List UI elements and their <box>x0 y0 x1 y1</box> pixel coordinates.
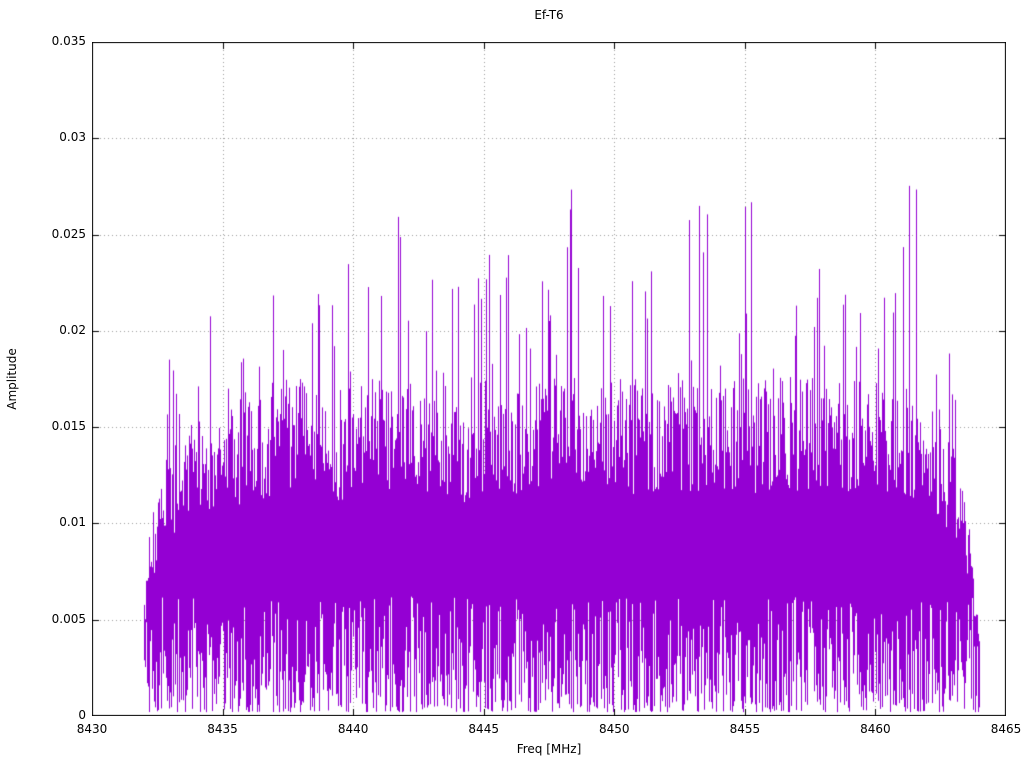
y-tick-label: 0.005 <box>51 611 86 626</box>
plot-canvas <box>92 42 1006 716</box>
y-axis-title: Amplitude <box>5 348 19 410</box>
x-tick-label: 8430 <box>76 722 108 736</box>
y-tick-label: 0.01 <box>59 515 86 530</box>
x-axis-title: Freq [MHz] <box>516 742 582 756</box>
x-tick-label: 8445 <box>468 722 499 736</box>
x-tick-label: 8440 <box>337 722 369 736</box>
y-tick-label: 0.025 <box>51 226 86 241</box>
x-tick-label: 8465 <box>990 722 1022 736</box>
y-tick-label: 0.02 <box>59 322 86 337</box>
y-tick-label: 0.015 <box>51 419 86 434</box>
y-tick-label: 0.035 <box>51 34 86 48</box>
x-tick-label: 8460 <box>860 722 891 736</box>
y-tick-label: 0 <box>78 708 86 722</box>
x-tick-label: 8435 <box>207 722 238 736</box>
chart-title: Ef-T6 <box>534 8 564 22</box>
y-tick-label: 0.03 <box>59 130 86 145</box>
x-tick-label: 8455 <box>729 722 761 736</box>
x-tick-label: 8450 <box>599 722 630 736</box>
